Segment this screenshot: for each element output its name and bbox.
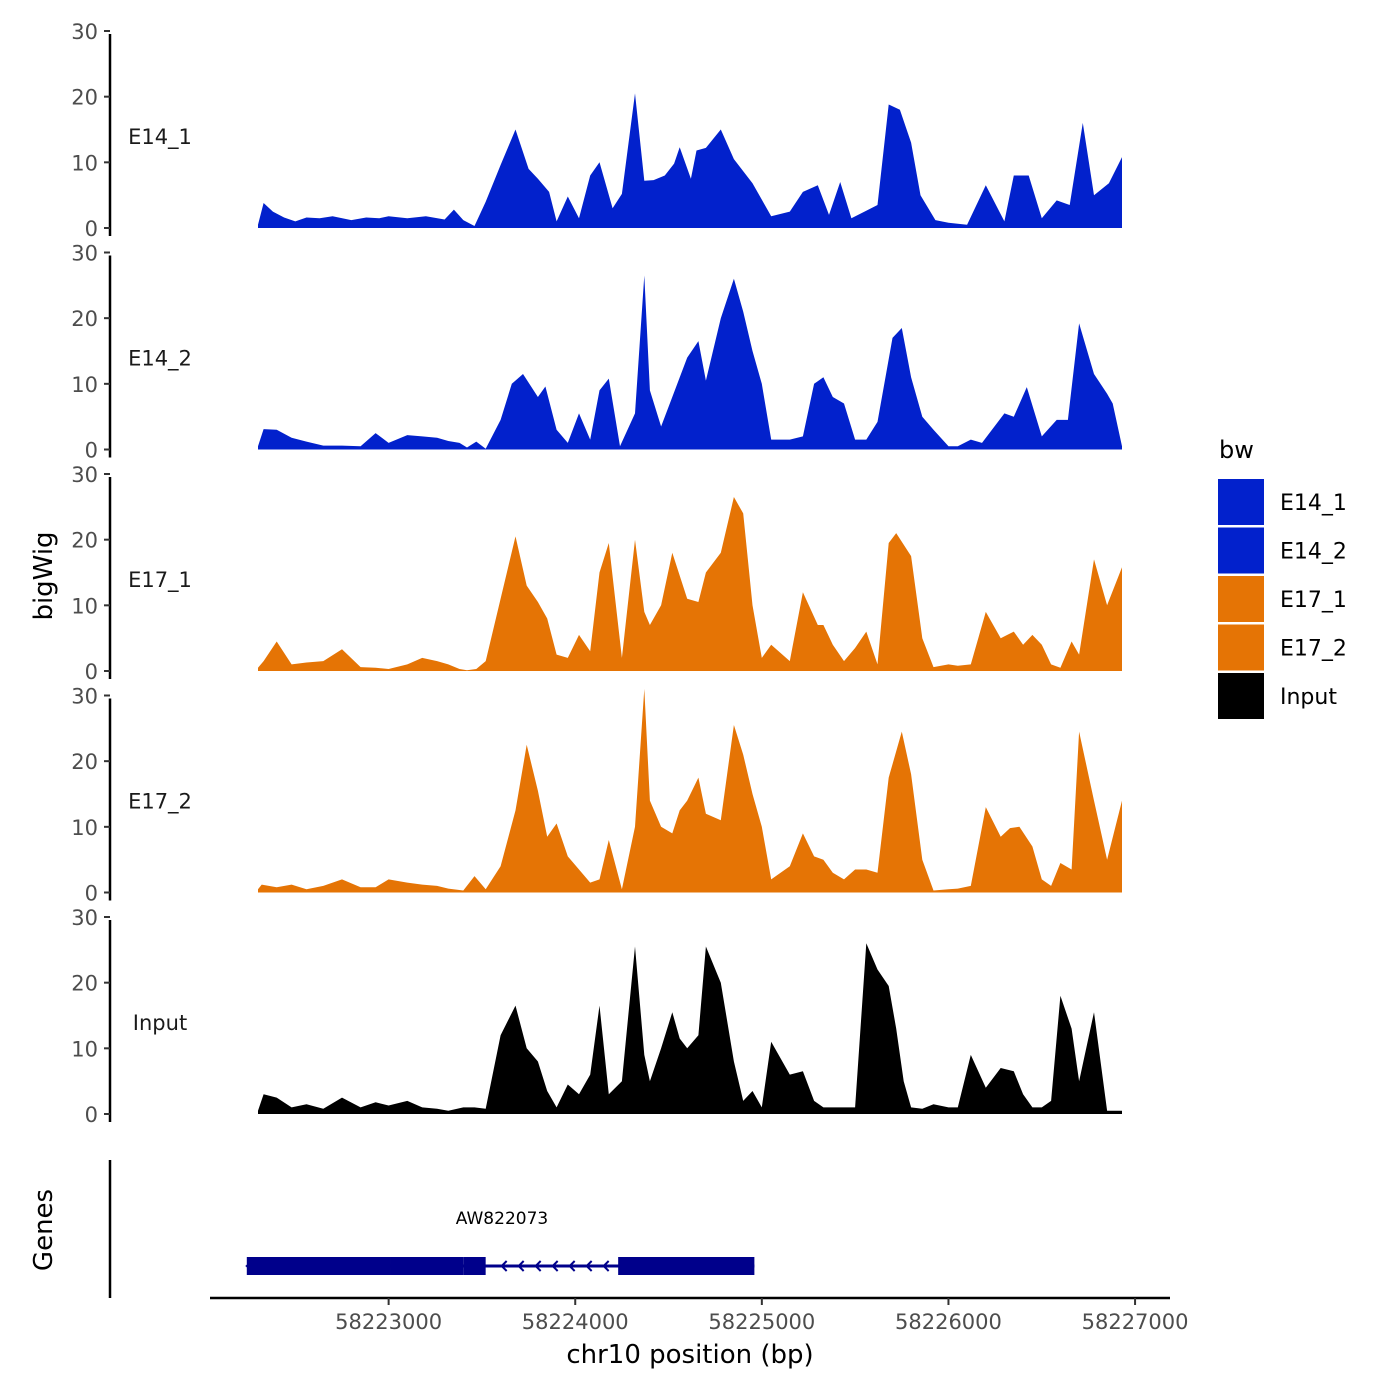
gene-track: AW822073 <box>108 1160 755 1298</box>
strand-arrow <box>568 1260 576 1272</box>
x-axis-title: chr10 position (bp) <box>566 1340 813 1370</box>
area-e14-2 <box>258 275 1122 450</box>
y-tick-label: 20 <box>71 529 98 553</box>
legend-label-e17-1: E17_1 <box>1280 588 1347 613</box>
y-tick-label: 10 <box>71 1037 98 1061</box>
legend-swatch-e14-2 <box>1218 527 1264 574</box>
y-tick-label: 30 <box>71 685 98 709</box>
y-tick-label: 10 <box>71 373 98 397</box>
area-input <box>258 943 1122 1114</box>
strand-arrow <box>551 1260 559 1272</box>
y-tick-label: 10 <box>71 594 98 618</box>
strand-arrow <box>500 1260 508 1272</box>
strand-arrow <box>517 1260 525 1272</box>
legend-title: bw <box>1219 436 1254 464</box>
panel-label-e14-2: E14_2 <box>128 347 192 372</box>
y-tick-label: 20 <box>71 307 98 331</box>
gene-exon <box>390 1257 464 1275</box>
panel-e14-2: 0 10 20 30 E14_2 <box>71 242 1122 463</box>
legend-swatch-e17-1 <box>1218 576 1264 622</box>
panel-label-e14-1: E14_1 <box>128 125 192 150</box>
x-axis: 58223000 58224000 58225000 58226000 58227000 <box>210 1296 1189 1334</box>
strand-arrow <box>602 1260 610 1272</box>
gene-name-label: AW822073 <box>456 1209 548 1229</box>
y-tick-label: 10 <box>71 151 98 175</box>
panel-label-e17-2: E17_2 <box>128 790 192 815</box>
legend-label-e14-1: E14_1 <box>1280 491 1347 516</box>
gene-exon <box>246 1257 391 1275</box>
area-e17-2 <box>258 688 1122 893</box>
y-tick-label: 20 <box>71 750 98 774</box>
panel-label-e17-1: E17_1 <box>128 568 192 593</box>
y-tick-label: 0 <box>85 217 98 241</box>
x-tick-label: 58227000 <box>1082 1310 1189 1334</box>
y-tick-label: 30 <box>71 463 98 487</box>
panel-e14-1: 0 10 20 30 E14_1 <box>71 20 1122 241</box>
area-e14-1 <box>258 93 1122 229</box>
legend-swatch-e17-2 <box>1218 624 1264 671</box>
y-tick-label: 30 <box>71 242 98 266</box>
x-tick-label: 58226000 <box>895 1310 1002 1334</box>
track-panels: 0 10 20 30 E14_1 0 10 20 30 E14_2 0 10 20 30 E17_1 0 10 2… <box>71 20 1122 1127</box>
x-tick-label: 58224000 <box>522 1310 629 1334</box>
y-tick-label: 20 <box>71 86 98 110</box>
panel-e17-1: 0 10 20 30 E17_1 <box>71 463 1122 684</box>
legend-swatch-input <box>1218 673 1264 719</box>
area-e17-1 <box>258 497 1122 671</box>
panel-input: 0 10 20 30 Input <box>71 906 1122 1127</box>
panel-label-input: Input <box>133 1011 187 1035</box>
legend-label-input: Input <box>1280 685 1337 710</box>
x-tick-label: 58225000 <box>708 1310 815 1334</box>
legend: bw E14_1 E14_2 E17_1 E17_2 Input <box>1218 436 1347 719</box>
y-tick-label: 20 <box>71 972 98 996</box>
y-tick-label: 30 <box>71 906 98 930</box>
panel-e17-2: 0 10 20 30 E17_2 <box>71 685 1122 906</box>
strand-arrow <box>534 1260 542 1272</box>
x-tick-label: 58223000 <box>335 1310 442 1334</box>
y-tick-label: 0 <box>85 439 98 463</box>
y-tick-label: 0 <box>85 660 98 684</box>
legend-label-e17-2: E17_2 <box>1280 637 1347 662</box>
strand-arrow <box>245 1260 254 1272</box>
y-tick-label: 10 <box>71 816 98 840</box>
y-tick-label: 30 <box>71 20 98 44</box>
gene-exon <box>618 1257 755 1275</box>
strand-arrow <box>585 1260 593 1272</box>
y-tick-label: 0 <box>85 1103 98 1127</box>
legend-label-e14-2: E14_2 <box>1280 540 1347 565</box>
y-tick-label: 0 <box>85 882 98 906</box>
legend-swatch-e14-1 <box>1218 479 1264 525</box>
gene-track-title: Genes <box>29 1189 59 1271</box>
y-axis-title: bigWig <box>29 531 59 620</box>
gene-exon <box>463 1257 486 1275</box>
